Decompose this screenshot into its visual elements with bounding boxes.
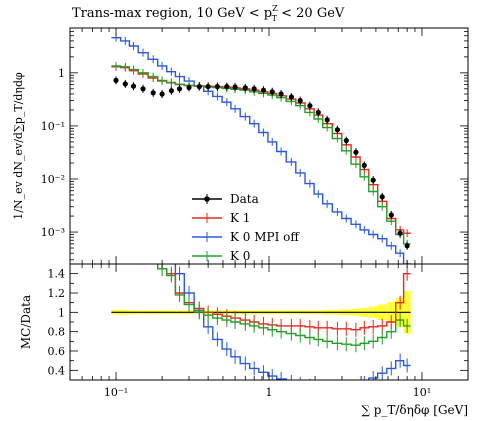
data-point — [150, 90, 156, 96]
ratio-y-tick-label: 0.6 — [48, 345, 66, 358]
main-panel-frame — [69, 27, 469, 265]
ratio-y-tick-label: 1.2 — [48, 287, 66, 300]
chart-title: Trans-max region, 10 GeV < pZ T < 20 GeV — [72, 4, 345, 23]
series-line-k-0 — [111, 65, 411, 245]
chart-title-sub: T — [272, 14, 278, 23]
data-point — [297, 98, 303, 104]
data-point — [397, 230, 403, 236]
main-y-tick-label: 10⁻² — [41, 173, 65, 186]
data-point — [214, 84, 220, 90]
data-point — [315, 109, 321, 115]
ratio-y-tick-label: 1.4 — [48, 268, 66, 281]
data-point — [242, 85, 248, 91]
main-y-tick-label: 10⁻³ — [41, 226, 65, 239]
legend-label-data: Data — [230, 192, 259, 206]
data-point — [159, 91, 165, 97]
data-point — [370, 177, 376, 183]
x-tick-label: 1 — [266, 386, 273, 399]
data-point — [140, 86, 146, 92]
data-point — [224, 84, 230, 90]
x-tick-label: 10⁻¹ — [104, 386, 128, 399]
legend: Data K 1 K 0 MPI off K 0 — [192, 192, 300, 263]
data-point — [307, 103, 313, 109]
ratio-y-tick-label: 1 — [58, 306, 65, 319]
data-point — [324, 117, 330, 123]
data-point — [176, 86, 183, 92]
legend-label-k-1: K 1 — [230, 211, 250, 225]
legend-swatch-dot — [204, 196, 210, 202]
ratio-y-axis-label: MC/Data — [19, 295, 33, 349]
legend-label-k-0: K 0 — [230, 249, 250, 263]
data-point — [186, 84, 192, 91]
data-point — [260, 87, 267, 93]
data-point — [334, 127, 340, 133]
main-y-tick-label: 1 — [58, 67, 65, 80]
chart-title-end: < 20 GeV — [277, 6, 345, 21]
x-axis-label: ∑ p_T/δηδφ [GeV] — [361, 403, 468, 417]
ratio-y-tick-label: 0.4 — [48, 364, 66, 377]
data-point — [353, 149, 359, 155]
data-point — [232, 84, 238, 90]
data-point — [361, 162, 367, 168]
data-point — [196, 84, 202, 90]
data-point — [404, 243, 410, 249]
data-point — [269, 89, 275, 95]
x-tick-label: 10¹ — [413, 386, 431, 399]
data-point — [205, 84, 211, 90]
ratio-line-k-0-mpi-off — [174, 264, 411, 380]
series-line-k-1 — [111, 66, 411, 234]
data-point — [122, 81, 128, 87]
data-point — [168, 88, 174, 94]
data-point — [343, 137, 349, 144]
data-point — [288, 94, 294, 100]
ratio-panel-frame — [69, 263, 469, 381]
data-point — [379, 194, 385, 200]
main-y-tick-label: 10⁻¹ — [41, 120, 65, 133]
main-y-axis-label: 1/N_ev dN_ev/d∑p_T/dηdφ — [12, 72, 25, 220]
data-point — [388, 212, 394, 218]
chart-title-main: Trans-max region, 10 GeV < p — [72, 6, 272, 21]
chart-title-sup: Z — [272, 4, 278, 13]
legend-label-k-0-mpi-off: K 0 MPI off — [230, 230, 300, 244]
data-point — [251, 86, 257, 92]
ratio-y-tick-label: 0.8 — [48, 326, 66, 339]
data-point — [130, 83, 137, 89]
data-point — [278, 91, 284, 97]
data-point — [113, 77, 119, 83]
